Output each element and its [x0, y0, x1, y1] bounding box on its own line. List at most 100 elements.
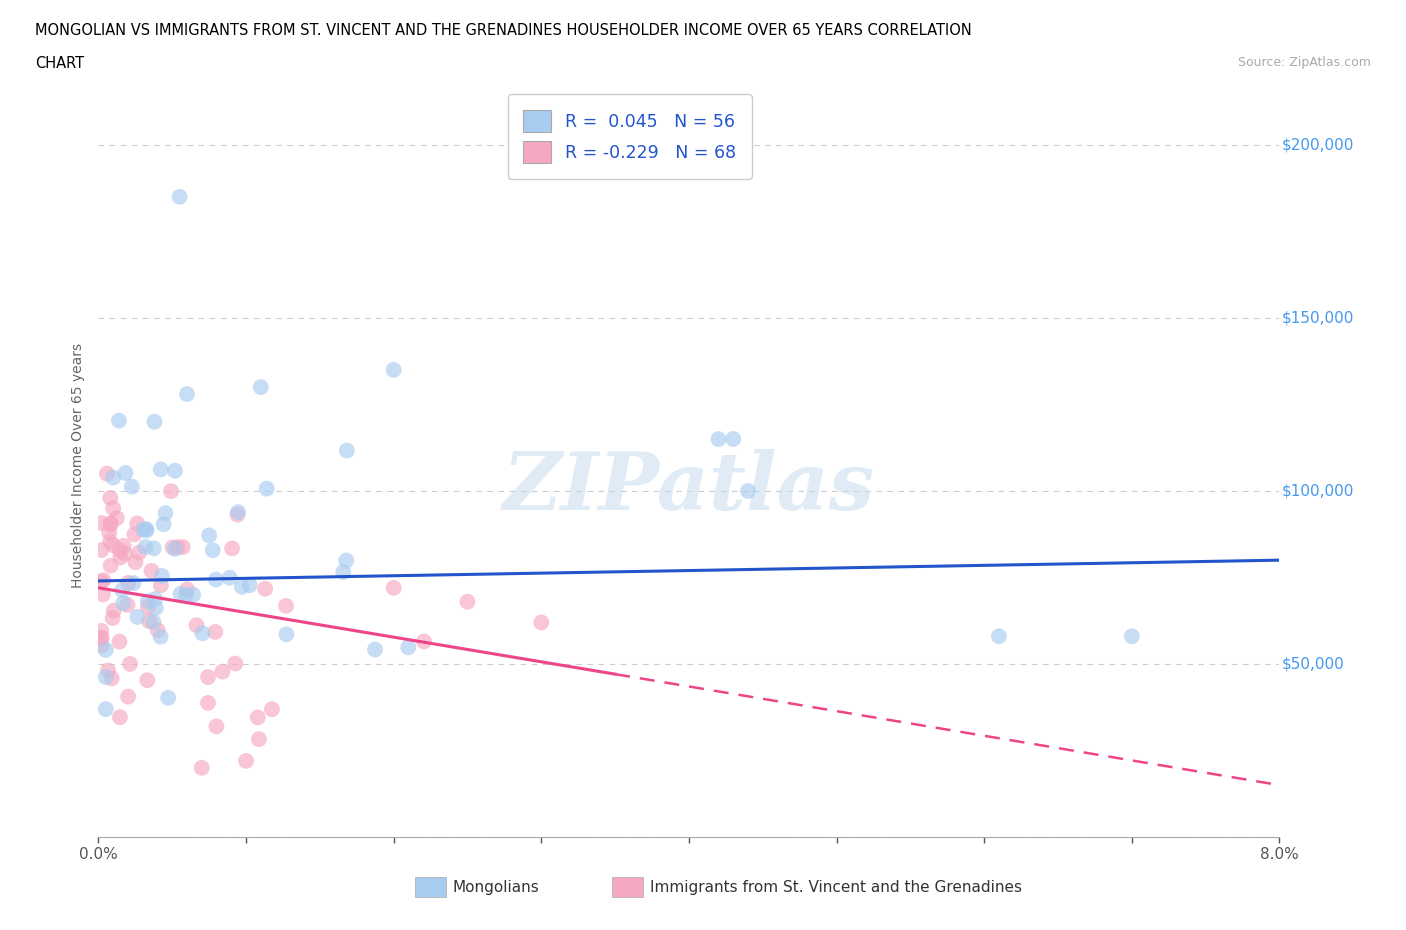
- Point: [146, 623, 169, 638]
- Point: [143, 414, 166, 429]
- Point: [181, 587, 204, 602]
- Point: [108, 543, 131, 558]
- Point: [190, 761, 214, 776]
- Point: [112, 538, 135, 553]
- Point: [149, 630, 172, 644]
- Point: [737, 484, 759, 498]
- Legend: R =  0.045   N = 56, R = -0.229   N = 68: R = 0.045 N = 56, R = -0.229 N = 68: [508, 94, 752, 179]
- Point: [105, 511, 128, 525]
- Point: [336, 443, 359, 458]
- Point: [205, 572, 228, 587]
- Point: [96, 466, 118, 481]
- Point: [145, 601, 167, 616]
- Point: [198, 528, 221, 543]
- Point: [90, 515, 112, 530]
- Point: [127, 516, 149, 531]
- Point: [124, 554, 146, 569]
- Point: [103, 604, 125, 618]
- Point: [128, 545, 150, 560]
- Text: MONGOLIAN VS IMMIGRANTS FROM ST. VINCENT AND THE GRENADINES HOUSEHOLDER INCOME O: MONGOLIAN VS IMMIGRANTS FROM ST. VINCENT…: [35, 23, 972, 38]
- Point: [160, 484, 183, 498]
- Point: [335, 553, 357, 568]
- Point: [205, 719, 228, 734]
- Point: [114, 466, 136, 481]
- Point: [143, 591, 166, 606]
- Point: [94, 643, 117, 658]
- Point: [221, 541, 243, 556]
- Point: [413, 634, 436, 649]
- Point: [132, 522, 155, 537]
- Point: [90, 574, 112, 589]
- Point: [250, 379, 273, 394]
- Point: [94, 670, 117, 684]
- Point: [149, 462, 172, 477]
- Point: [191, 626, 214, 641]
- Point: [138, 614, 160, 629]
- Point: [134, 539, 156, 554]
- Point: [169, 587, 191, 602]
- Point: [98, 490, 121, 505]
- Point: [90, 631, 112, 645]
- Point: [94, 701, 117, 716]
- Point: [169, 190, 191, 205]
- Point: [226, 505, 249, 520]
- Point: [707, 432, 730, 446]
- Point: [124, 527, 146, 542]
- Point: [396, 640, 419, 655]
- Point: [211, 664, 233, 679]
- Point: [111, 582, 134, 597]
- Point: [108, 634, 131, 649]
- Point: [103, 501, 125, 516]
- Point: [108, 710, 131, 724]
- Point: [254, 581, 277, 596]
- Point: [201, 543, 224, 558]
- Point: [276, 627, 298, 642]
- Point: [382, 363, 405, 378]
- Point: [260, 702, 283, 717]
- Point: [152, 517, 174, 532]
- Point: [150, 568, 173, 583]
- Point: [117, 689, 139, 704]
- Point: [186, 618, 208, 632]
- Point: [197, 696, 219, 711]
- Point: [90, 623, 112, 638]
- Point: [90, 631, 112, 645]
- Point: [114, 546, 136, 561]
- Point: [174, 588, 197, 603]
- Point: [90, 542, 112, 557]
- Text: CHART: CHART: [35, 56, 84, 71]
- Text: $50,000: $50,000: [1282, 657, 1344, 671]
- Point: [98, 525, 121, 540]
- Text: $150,000: $150,000: [1282, 311, 1354, 325]
- Point: [136, 600, 159, 615]
- Point: [163, 541, 186, 556]
- Text: $100,000: $100,000: [1282, 484, 1354, 498]
- Point: [101, 538, 124, 552]
- Text: Mongolians: Mongolians: [453, 880, 540, 895]
- Point: [98, 534, 121, 549]
- Point: [172, 539, 194, 554]
- Point: [176, 387, 198, 402]
- Point: [382, 580, 405, 595]
- Y-axis label: Householder Income Over 65 years: Householder Income Over 65 years: [72, 342, 86, 588]
- Point: [332, 565, 354, 579]
- Point: [163, 463, 186, 478]
- Point: [136, 593, 159, 608]
- Point: [176, 582, 198, 597]
- Point: [1121, 629, 1143, 644]
- Point: [456, 594, 478, 609]
- Text: Immigrants from St. Vincent and the Grenadines: Immigrants from St. Vincent and the Gren…: [650, 880, 1022, 895]
- Point: [117, 597, 139, 612]
- Point: [110, 550, 132, 565]
- Point: [100, 516, 122, 531]
- Point: [162, 540, 184, 555]
- Point: [121, 479, 143, 494]
- Point: [224, 656, 246, 671]
- Point: [142, 615, 165, 630]
- Point: [530, 615, 553, 630]
- Point: [157, 690, 180, 705]
- Point: [136, 672, 159, 687]
- Point: [239, 578, 262, 592]
- Point: [103, 471, 125, 485]
- Point: [117, 576, 139, 591]
